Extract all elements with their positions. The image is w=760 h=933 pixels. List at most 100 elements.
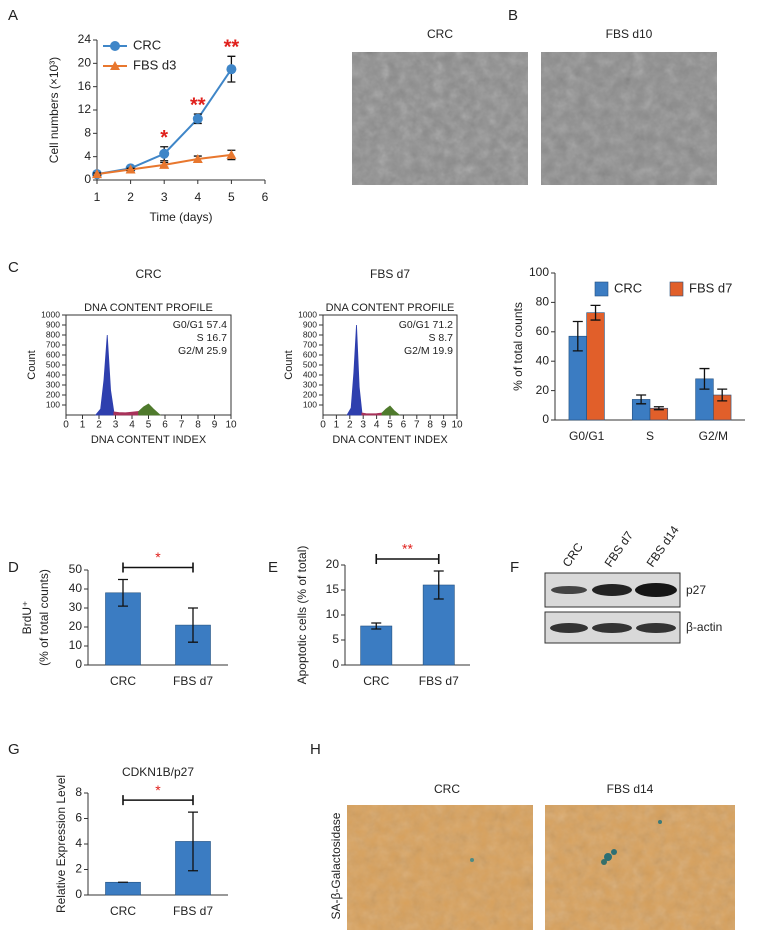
gate-stat: S 16.7 — [197, 332, 228, 344]
stain-spot — [611, 849, 617, 855]
significance-bracket — [122, 795, 194, 806]
stain-spot — [658, 820, 662, 824]
histogram-area — [94, 334, 115, 416]
x-tick-label: 6 — [401, 420, 407, 431]
y-tick-label: 8 — [75, 785, 82, 799]
x-tick-label: 0 — [320, 420, 326, 431]
marker — [226, 64, 237, 75]
micrograph-group: CRC FBS d14 SA-β-Galactosidase — [329, 782, 735, 930]
micrograph-texture — [545, 805, 735, 930]
y-tick-label: 200 — [46, 389, 60, 399]
stain-spot — [601, 859, 607, 865]
micrograph-label: CRC — [427, 27, 453, 41]
y-tick-label: 4 — [84, 149, 91, 163]
y-tick-label: 1000 — [298, 309, 317, 319]
error-bar — [653, 406, 664, 411]
x-axis-label: DNA CONTENT INDEX — [91, 434, 207, 446]
protein-label: p27 — [686, 583, 706, 597]
x-tick-label: 9 — [441, 420, 447, 431]
significance: * — [155, 549, 161, 565]
western-blot: CRC FBS d7 FBS d14 p27 β-actin — [544, 523, 722, 644]
y-tick-label: 24 — [78, 32, 92, 46]
x-tick-label: 0 — [63, 420, 69, 431]
stain-spot — [604, 853, 612, 861]
gate-stat: G0/G1 71.2 — [399, 319, 453, 331]
chart-title: CDKN1B/p27 — [122, 765, 194, 779]
marker — [192, 113, 203, 124]
y-tick-label: 100 — [303, 399, 317, 409]
significance: * — [160, 127, 168, 149]
bar — [586, 312, 605, 421]
y-tick-label: 600 — [46, 349, 60, 359]
micrograph-label: CRC — [434, 782, 460, 796]
x-tick-label: 2 — [347, 420, 353, 431]
x-tick-label: G0/G1 — [569, 429, 605, 443]
y-tick-label: 700 — [46, 339, 60, 349]
x-tick-label: 10 — [451, 420, 463, 431]
legend-swatch — [669, 281, 684, 297]
y-tick-label: 5 — [332, 632, 339, 646]
panel-letter: F — [510, 559, 519, 576]
error-bar — [699, 367, 710, 390]
lane-label: FBS d7 — [602, 528, 637, 569]
stain-spot — [470, 858, 474, 862]
micrograph-texture — [347, 805, 533, 930]
panel-letter: A — [8, 7, 18, 24]
x-axis-label: Time (days) — [150, 210, 213, 224]
chart-title: DNA CONTENT PROFILE — [84, 302, 213, 314]
x-tick-label: 5 — [146, 420, 152, 431]
legend-label: FBS d7 — [689, 280, 732, 295]
x-tick-label: 10 — [225, 420, 237, 431]
chart-heading: CRC — [136, 267, 162, 281]
y-tick-label: 6 — [75, 811, 82, 825]
panel-letter: E — [268, 559, 278, 576]
x-tick-label: 8 — [195, 420, 201, 431]
micrograph-label: FBS d14 — [607, 782, 654, 796]
blot-band — [592, 623, 632, 633]
error-bar — [717, 388, 728, 402]
y-tick-label: 300 — [303, 379, 317, 389]
y-tick-label: 500 — [303, 359, 317, 369]
y-tick-label: 4 — [75, 836, 82, 850]
y-tick-label: 16 — [78, 79, 92, 93]
x-tick-label: 7 — [414, 420, 420, 431]
significance: ** — [224, 37, 240, 59]
x-tick-label: 4 — [374, 420, 380, 431]
y-tick-label: 900 — [46, 319, 60, 329]
x-tick-label: CRC — [110, 904, 136, 918]
legend-swatch — [594, 281, 609, 297]
error-bar — [590, 304, 601, 321]
x-tick-label: 7 — [179, 420, 185, 431]
x-tick-label: 4 — [129, 420, 135, 431]
error-bar — [118, 578, 128, 607]
y-tick-label: 15 — [326, 582, 340, 596]
y-axis-label: Cell numbers (×10³) — [47, 57, 61, 163]
x-tick-label: 6 — [162, 420, 168, 431]
marker — [226, 149, 237, 159]
y-tick-label: 800 — [303, 329, 317, 339]
blot-band — [592, 584, 632, 596]
y-tick-label: 8 — [84, 126, 91, 140]
y-tick-label: 2 — [75, 862, 82, 876]
x-tick-label: 1 — [334, 420, 340, 431]
y-tick-label: 0 — [332, 657, 339, 671]
y-axis-label: BrdU⁺ — [20, 601, 34, 635]
histogram-area — [361, 412, 383, 416]
panel-letter: B — [508, 7, 518, 24]
y-tick-label: 80 — [536, 295, 550, 309]
y-axis-label: % of total counts — [511, 302, 525, 391]
x-tick-label: 4 — [194, 190, 201, 204]
blot-band — [550, 623, 588, 633]
marker — [159, 159, 170, 169]
y-tick-label: 500 — [46, 359, 60, 369]
x-tick-label: G2/M — [699, 429, 728, 443]
y-axis-label: Count — [283, 350, 295, 379]
gate-stat: G0/G1 57.4 — [173, 319, 227, 331]
lane-label: FBS d14 — [644, 523, 682, 570]
lane-label: CRC — [560, 540, 587, 570]
bar — [360, 625, 393, 666]
marker — [125, 164, 136, 174]
y-tick-label: 40 — [69, 581, 83, 595]
significance-bracket — [122, 562, 194, 573]
x-tick-label: FBS d7 — [173, 674, 213, 688]
